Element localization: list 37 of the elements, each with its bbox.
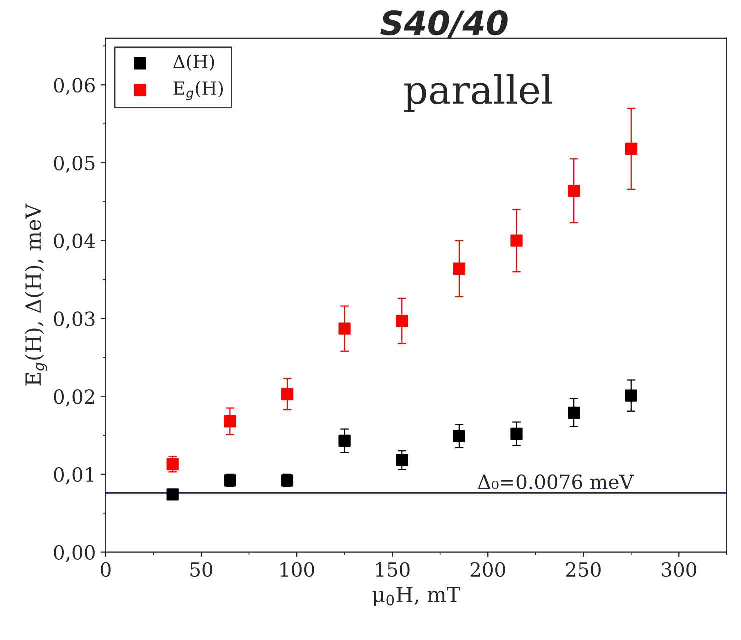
x-tick-label: 200 [470,562,506,578]
point [568,406,580,420]
point [510,234,523,247]
point [453,262,466,275]
x-tick-label: 300 [662,562,696,578]
y-tick-label: 0,03 [54,312,95,329]
y-axis-title: E$_{g}$(H), Δ(H), meV [25,204,48,386]
point [625,390,638,402]
point [396,454,408,467]
point [338,322,351,335]
x-tick-label: 50 [190,562,213,578]
chart-title: S40/40 [380,10,508,38]
y-tick-label: 0,01 [54,467,94,484]
point [224,415,236,428]
point [625,142,638,156]
y-tick-label: 0,06 [54,78,96,96]
y-tick-label: 0,04 [54,234,96,251]
point [568,184,580,198]
point [166,488,179,501]
point [166,458,179,470]
point [396,314,408,328]
x-tick-label: 100 [280,562,314,578]
x-tick-label: 0 [101,562,111,578]
legend-label: Δ(H) [173,54,214,72]
x-axis-title: μ$_{0}$H, mT [372,586,461,607]
y-tick-label: 0,05 [54,156,95,174]
y-tick-label: 0,02 [54,390,94,407]
point [281,388,294,400]
annotation: parallel [404,74,552,112]
legend-label: E$_{g}$(H) [174,81,224,100]
ref-line-label: Δ₀=0.0076 meV [478,474,634,490]
point [510,428,523,440]
point [338,434,351,448]
x-tick-label: 250 [566,562,601,578]
point [453,430,466,442]
x-tick-label: 150 [376,562,410,578]
y-tick-label: 0,00 [54,545,95,562]
